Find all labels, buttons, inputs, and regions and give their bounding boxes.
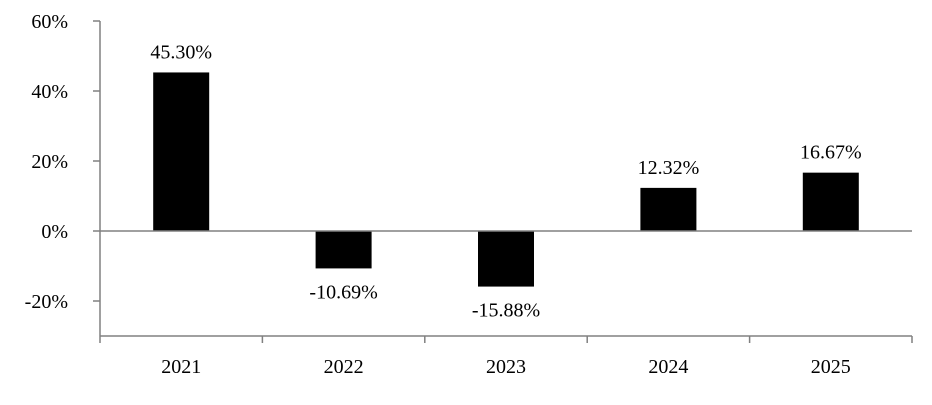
data-label: 16.67% [800, 142, 862, 164]
data-labels: 45.30% -10.69% -15.88% 12.32% 16.67% [150, 41, 861, 321]
x-tick-label: 2023 [486, 356, 526, 378]
data-label: 12.32% [638, 157, 700, 179]
data-label: -15.88% [472, 300, 540, 322]
y-axis: -20% 0% 20% 40% 60% [25, 11, 101, 336]
bar [802, 172, 859, 231]
y-tick-label: 60% [31, 11, 68, 33]
y-tick-label: -20% [25, 291, 68, 313]
x-tick-label: 2022 [324, 356, 364, 378]
bars [153, 72, 859, 287]
x-axis: 2021 2022 2023 2024 2025 [99, 335, 913, 378]
bar [640, 187, 697, 231]
y-tick-label: 20% [31, 151, 68, 173]
bar [478, 231, 534, 287]
y-tick-label: 0% [41, 221, 68, 243]
y-tick-label: 40% [31, 81, 68, 103]
x-tick-label: 2025 [811, 356, 851, 378]
x-tick-label: 2024 [648, 356, 688, 378]
x-tick-label: 2021 [161, 356, 201, 378]
bar [153, 72, 210, 231]
bar [315, 231, 372, 269]
data-label: 45.30% [150, 41, 212, 63]
data-label: -10.69% [309, 281, 377, 303]
